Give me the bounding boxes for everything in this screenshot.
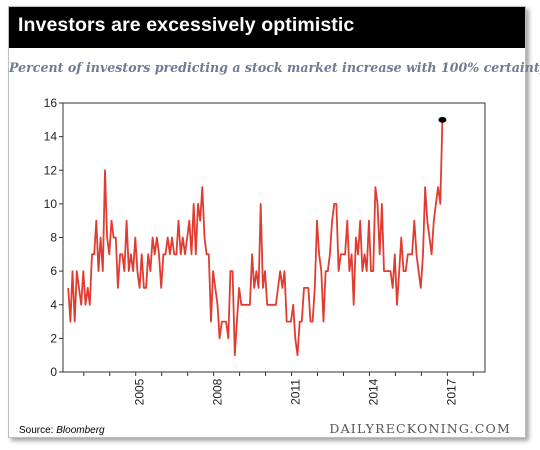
chart-title: Investors are excessively optimistic xyxy=(18,14,355,36)
brand-watermark: DAILYRECKONING.COM xyxy=(329,421,511,436)
y-tick-label: 12 xyxy=(44,163,58,177)
line-chart: 0 2 4 6 8 10 12 14 16 2005 2008 2011 2014 2017 xyxy=(44,96,486,405)
y-tick-label: 6 xyxy=(50,264,57,278)
x-tick-label: 2011 xyxy=(289,379,303,405)
chart-ticks: 0 2 4 6 8 10 12 14 16 2005 2008 2011 2014 2017 xyxy=(44,96,474,405)
y-tick-label: 16 xyxy=(44,96,58,110)
chart-series xyxy=(67,116,447,357)
x-tick-label: 2008 xyxy=(211,378,225,405)
source-label: Source: xyxy=(19,425,54,436)
y-tick-label: 4 xyxy=(50,298,57,312)
chart-card: Investors are excessively optimistic Per… xyxy=(8,6,540,438)
y-tick-label: 14 xyxy=(44,130,58,144)
y-tick-label: 0 xyxy=(50,365,57,379)
y-tick-label: 8 xyxy=(50,231,57,245)
x-tick-label: 2017 xyxy=(444,378,458,405)
y-tick-label: 2 xyxy=(50,331,57,345)
y-tick-label: 10 xyxy=(44,197,58,211)
x-tick-label: 2005 xyxy=(133,378,147,405)
title-bar: Investors are excessively optimistic xyxy=(9,7,525,48)
chart-subtitle: Percent of investors predicting a stock … xyxy=(9,60,540,75)
series-end-point xyxy=(438,116,447,123)
source-name: Bloomberg xyxy=(56,425,105,436)
source-note: Source: Bloomberg xyxy=(19,425,105,436)
series-line xyxy=(67,119,444,357)
x-tick-label: 2014 xyxy=(366,378,380,405)
